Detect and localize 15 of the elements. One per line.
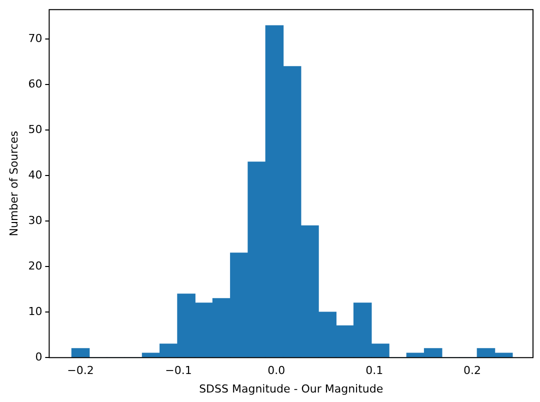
y-tick-label: 70 <box>28 32 42 46</box>
x-tick-label: −0.2 <box>67 364 94 378</box>
y-tick-label: 50 <box>28 123 42 136</box>
y-tick-label: 10 <box>28 304 42 318</box>
x-axis-title: SDSS Magnitude - Our Magnitude <box>199 382 384 396</box>
y-tick-label: 60 <box>28 78 42 91</box>
y-tick-label: 20 <box>28 259 42 272</box>
x-tick-label: 0.2 <box>464 364 482 378</box>
x-tick-label: −0.1 <box>165 364 192 378</box>
y-axis-title: Number of Sources <box>7 130 20 236</box>
x-tick-label: 0.0 <box>268 364 286 378</box>
y-tick-label: 30 <box>28 214 42 227</box>
y-tick-label: 40 <box>28 168 42 182</box>
y-tick-label: 0 <box>35 350 42 364</box>
x-tick-label: 0.1 <box>366 364 384 378</box>
